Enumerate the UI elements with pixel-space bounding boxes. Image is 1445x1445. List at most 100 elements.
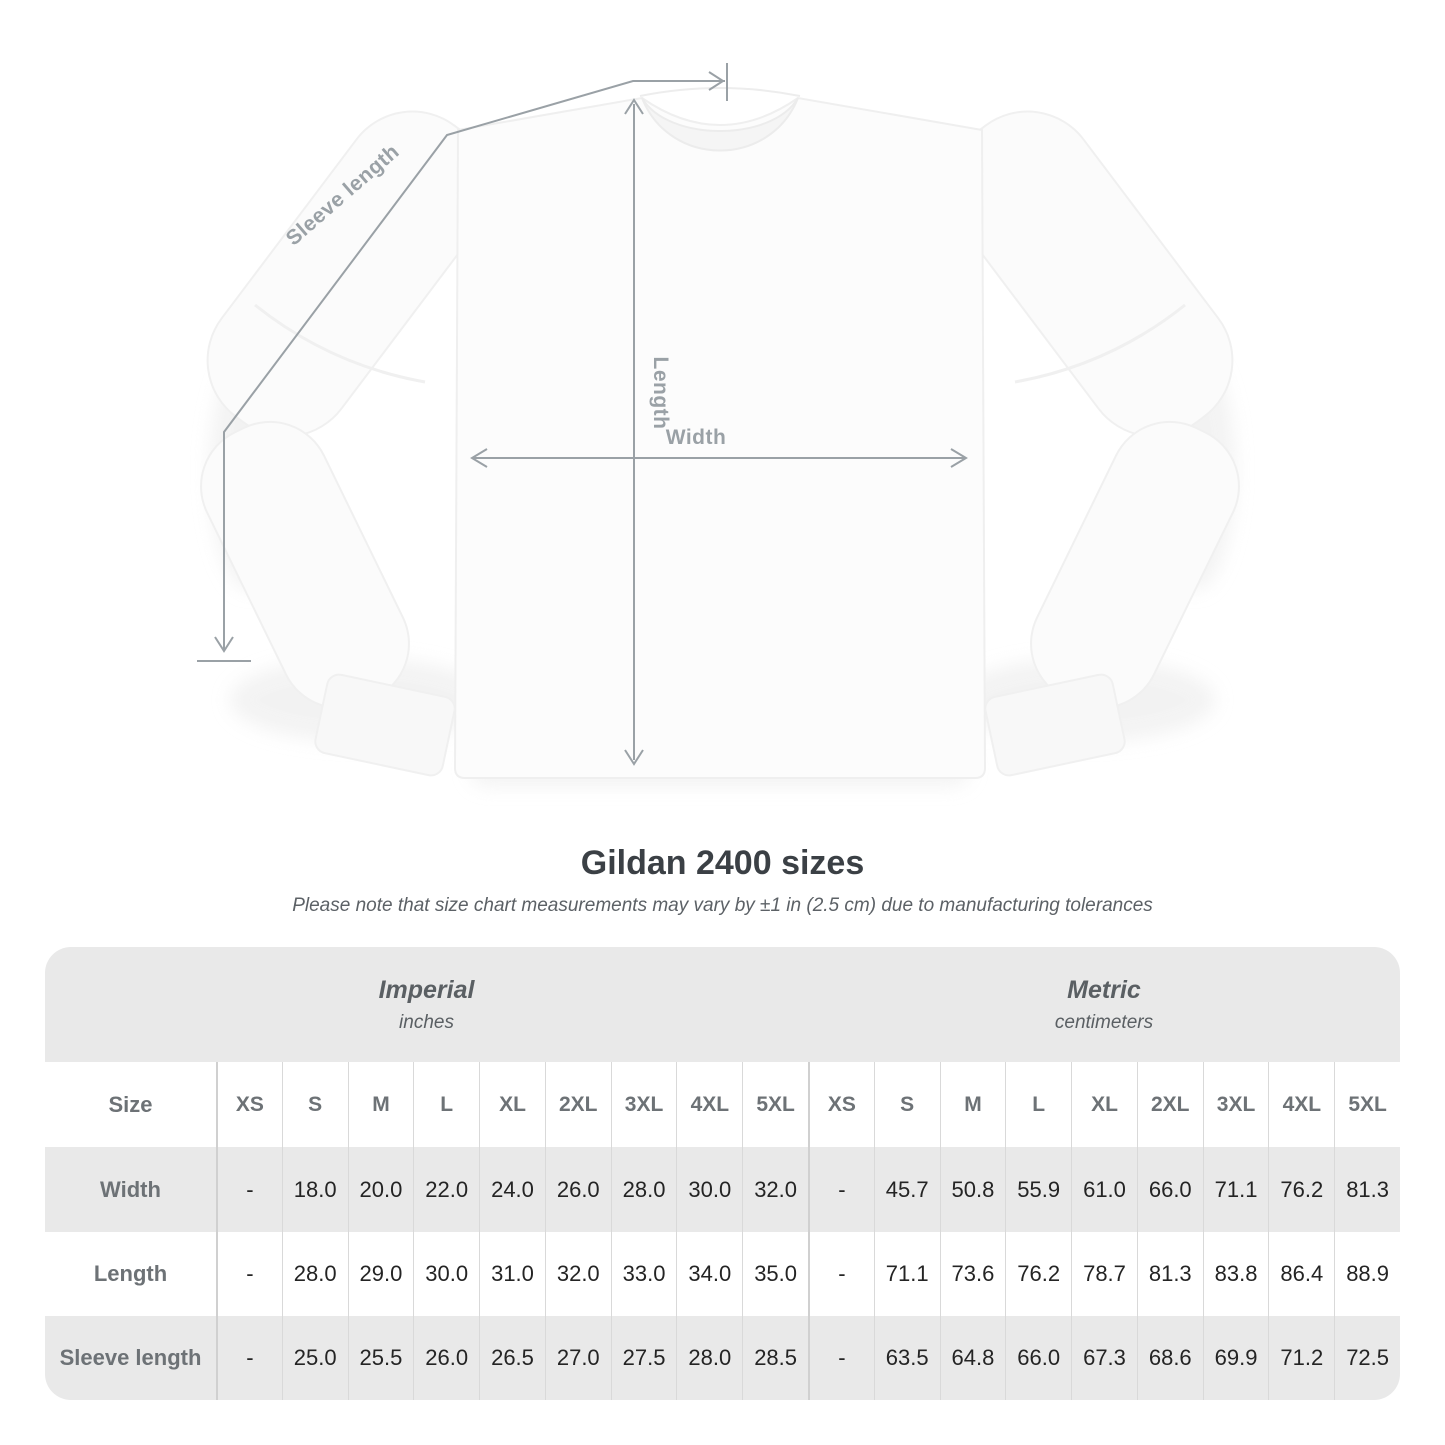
size-header-imperial-3xl: 3XL	[610, 1062, 677, 1147]
measurement-lines	[197, 63, 968, 766]
size-header-metric-xs: XS	[808, 1062, 874, 1147]
row-label-length: Length	[93, 1261, 168, 1286]
sleeve-length-metric-value: 67.3	[1071, 1316, 1137, 1400]
length-arrowhead-up	[624, 98, 644, 115]
width-metric-value: 50.8	[939, 1147, 1006, 1232]
width-imperial-value: 20.0	[347, 1147, 414, 1232]
size-header-imperial-4xl: 4XL	[676, 1062, 742, 1147]
width-metric-value: 76.2	[1268, 1147, 1335, 1232]
size-header-imperial-l: L	[413, 1062, 479, 1147]
length-imperial-value: 32.0	[544, 1232, 611, 1316]
size-header-metric-xl: XL	[1071, 1062, 1137, 1147]
page-title: Gildan 2400 sizes	[580, 844, 865, 882]
tolerance-note: Please note that size chart measurements…	[292, 895, 1153, 916]
size-header-metric-s: S	[873, 1062, 940, 1147]
sleeve-length-line	[223, 80, 725, 650]
sleeve-length-imperial-value: 26.5	[479, 1316, 545, 1400]
width-imperial-value: 22.0	[413, 1147, 480, 1232]
size-header-metric-3xl: 3XL	[1202, 1062, 1269, 1147]
sleeve-length-imperial-value: 27.5	[610, 1316, 677, 1400]
length-imperial-value: 33.0	[610, 1232, 677, 1316]
size-header-imperial-5xl: 5XL	[742, 1062, 808, 1147]
sleeve-length-imperial-value: 25.0	[281, 1316, 348, 1400]
sleeve-length-metric-value: 63.5	[873, 1316, 940, 1400]
metric-section-header: Metric centimeters	[808, 947, 1400, 1062]
length-metric-value: -	[808, 1232, 874, 1316]
sleeve-length-metric-value: 72.5	[1334, 1316, 1400, 1400]
length-metric-value: 83.8	[1202, 1232, 1269, 1316]
shirt-collar	[639, 87, 801, 152]
width-imperial-value: 28.0	[610, 1147, 677, 1232]
width-metric-value: 55.9	[1005, 1147, 1072, 1232]
metric-unit: centimeters	[1054, 1011, 1154, 1033]
length-arrowhead-down	[624, 749, 644, 766]
length-metric-value: 71.1	[873, 1232, 940, 1316]
shirt-body	[453, 96, 987, 779]
imperial-section-header: Imperial inches	[45, 947, 808, 1062]
sleeve-length-imperial-value: -	[216, 1316, 282, 1400]
size-header-imperial-xs: XS	[216, 1062, 282, 1147]
width-imperial-value: -	[216, 1147, 282, 1232]
width-metric-value: 71.1	[1202, 1147, 1269, 1232]
length-imperial-value: -	[216, 1232, 282, 1316]
size-header-imperial-xl: XL	[479, 1062, 545, 1147]
length-metric-value: 88.9	[1334, 1232, 1400, 1316]
length-metric-value: 73.6	[939, 1232, 1006, 1316]
width-imperial-value: 26.0	[544, 1147, 611, 1232]
size-column-header: Size	[108, 1091, 153, 1117]
length-metric-value: 78.7	[1071, 1232, 1137, 1316]
size-header-metric-2xl: 2XL	[1136, 1062, 1203, 1147]
length-imperial-value: 35.0	[742, 1232, 808, 1316]
size-header-metric-m: M	[939, 1062, 1006, 1147]
width-arrowhead-right	[950, 448, 968, 468]
sleeve-length-imperial-value: 28.5	[742, 1316, 808, 1400]
shirt-measurement-diagram: Sleeve length Length Width	[197, 63, 1240, 786]
size-header-imperial-m: M	[347, 1062, 414, 1147]
row-label-sleeve-length: Sleeve length	[45, 1316, 216, 1400]
metric-label: Metric	[1067, 975, 1141, 1004]
sleeve-length-metric-value: 66.0	[1005, 1316, 1072, 1400]
sleeve-length-metric-value: 69.9	[1202, 1316, 1269, 1400]
length-label: Length	[649, 357, 672, 430]
length-metric-value: 81.3	[1136, 1232, 1203, 1316]
length-imperial-value: 34.0	[676, 1232, 742, 1316]
size-header-metric-5xl: 5XL	[1334, 1062, 1400, 1147]
imperial-label: Imperial	[378, 975, 475, 1004]
size-table: Imperial inches Metric centimeters Size X…	[45, 947, 1400, 1400]
sleeve-length-metric-value: 71.2	[1268, 1316, 1335, 1400]
width-imperial-value: 18.0	[281, 1147, 348, 1232]
width-metric-value: 61.0	[1071, 1147, 1137, 1232]
length-imperial-value: 29.0	[347, 1232, 414, 1316]
sleeve-length-metric-value: -	[808, 1316, 874, 1400]
imperial-unit: inches	[399, 1011, 454, 1033]
shirt-sleeves	[200, 110, 1240, 777]
width-imperial-value: 30.0	[676, 1147, 743, 1232]
width-arrowhead-left	[470, 448, 488, 468]
width-metric-value: 66.0	[1136, 1147, 1203, 1232]
length-metric-value: 76.2	[1005, 1232, 1071, 1316]
width-label: Width	[666, 426, 727, 449]
size-header-metric-4xl: 4XL	[1268, 1062, 1334, 1147]
width-metric-value: -	[808, 1147, 874, 1232]
sleeve-length-imperial-value: 25.5	[347, 1316, 414, 1400]
width-metric-value: 45.7	[873, 1147, 940, 1232]
sleeve-length-imperial-value: 27.0	[544, 1316, 611, 1400]
size-header-metric-l: L	[1005, 1062, 1071, 1147]
sleeve-length-metric-value: 64.8	[939, 1316, 1006, 1400]
length-imperial-value: 28.0	[281, 1232, 348, 1316]
sleeve-length-imperial-value: 26.0	[413, 1316, 480, 1400]
sleeve-length-arrowhead-down	[214, 636, 234, 653]
sleeve-creases	[254, 303, 1186, 384]
width-imperial-value: 32.0	[742, 1147, 808, 1232]
width-metric-value: 81.3	[1334, 1147, 1400, 1232]
sleeve-length-imperial-value: 28.0	[676, 1316, 743, 1400]
size-header-imperial-s: S	[281, 1062, 348, 1147]
size-header-imperial-2xl: 2XL	[544, 1062, 611, 1147]
sleeve-length-metric-value: 68.6	[1136, 1316, 1203, 1400]
length-imperial-value: 31.0	[479, 1232, 545, 1316]
length-imperial-value: 30.0	[413, 1232, 479, 1316]
sleeve-length-arrowhead-right	[708, 71, 725, 91]
row-label-width: Width	[45, 1147, 216, 1232]
width-imperial-value: 24.0	[479, 1147, 545, 1232]
